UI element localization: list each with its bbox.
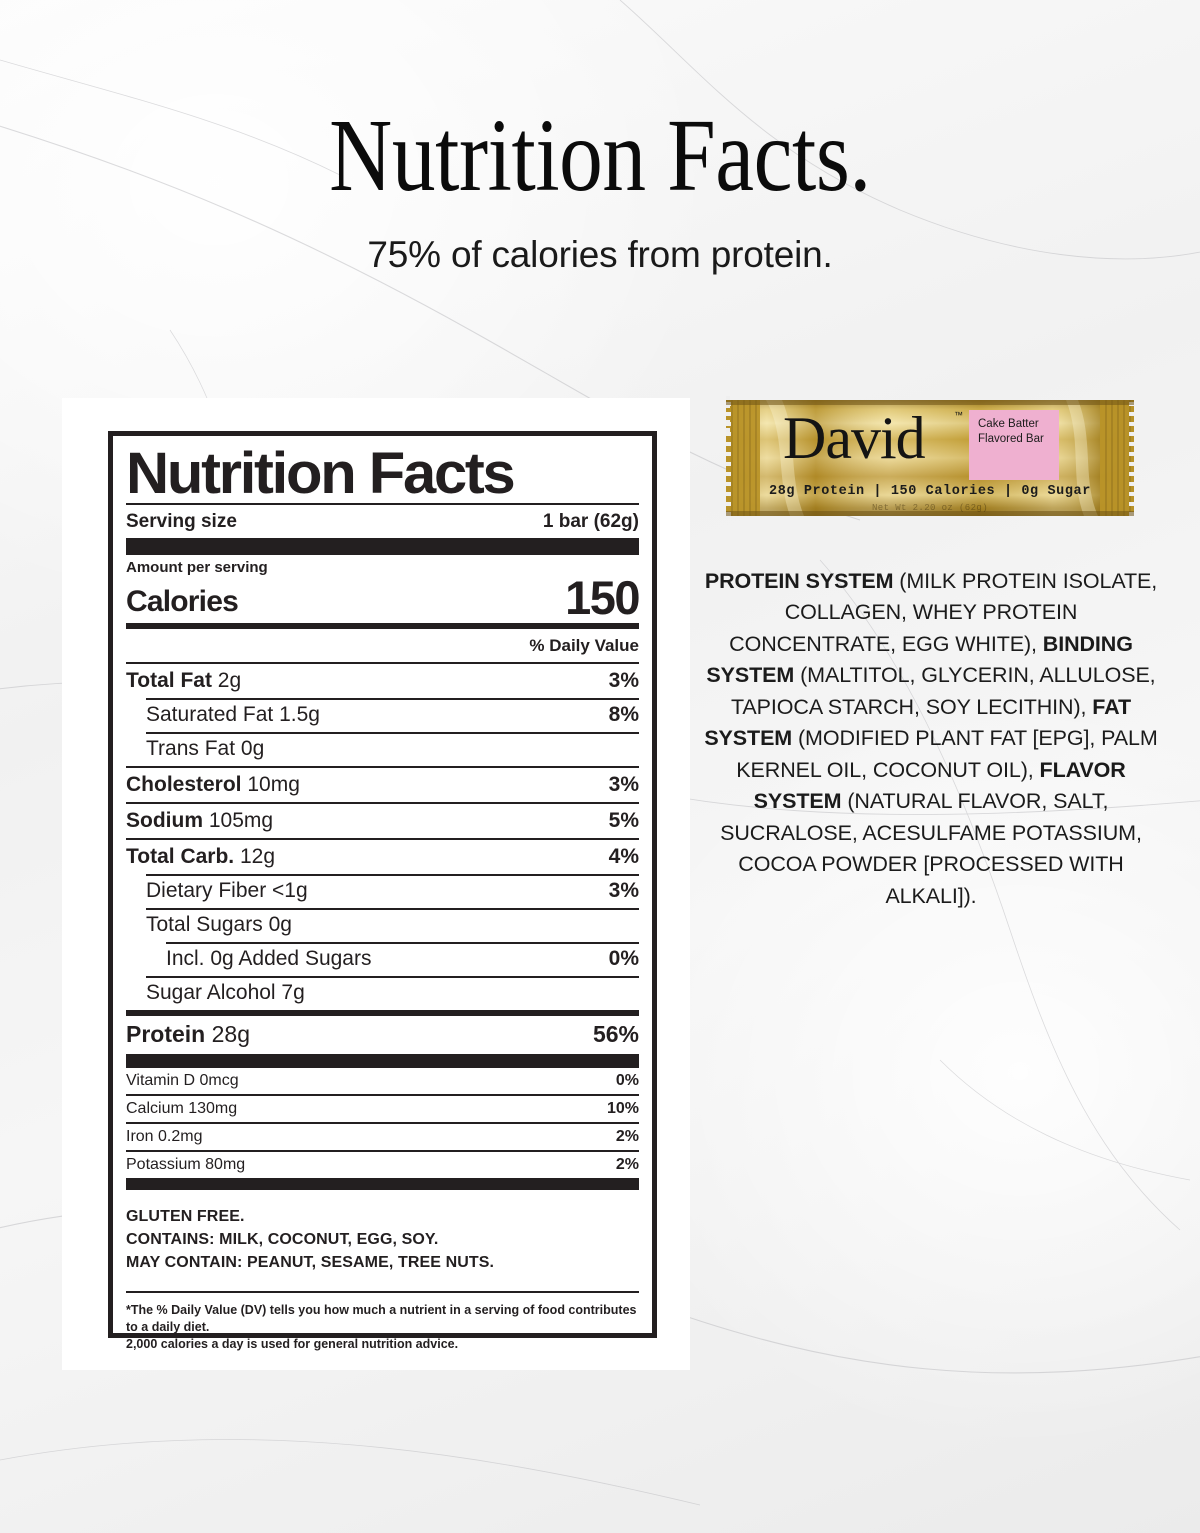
footnote-line-1: *The % Daily Value (DV) tells you how mu… [126,1302,637,1334]
nutrient-name: Cholesterol 10mg [126,773,300,797]
allergen-line: MAY CONTAIN: PEANUT, SESAME, TREE NUTS. [126,1253,495,1271]
daily-value-header: % Daily Value [529,636,639,656]
nutrition-facts-heading: Nutrition Facts [126,441,516,506]
nutrition-facts-panel: Nutrition Facts Serving size 1 bar (62g)… [108,431,657,1351]
divider-under-calories [126,623,639,630]
divider-above-footnote [126,1290,639,1293]
divider-bar-before-micros [126,1054,639,1067]
daily-value-footnote: *The % Daily Value (DV) tells you how mu… [126,1293,639,1354]
page-header: Nutrition Facts. 75% of calories from pr… [0,0,1200,276]
divider-thick-top [126,538,639,556]
page-subtitle: 75% of calories from protein. [367,234,833,275]
micronutrient-rows: Vitamin D 0mcg 0% Calcium 130mg 10% Iron 0.2… [126,1066,639,1178]
micronutrient-name: Iron 0.2mg [126,1128,203,1146]
serving-size-row: Serving size 1 bar (62g) [126,505,639,538]
nutrient-row: Sodium 105mg 5% [126,802,639,838]
bar-wrapper-graphic [726,396,1134,516]
ingredient-system-name: FLAVOR SYSTEM [753,757,1126,814]
micronutrient-daily-value: 10% [606,1100,639,1118]
allergen-statement: GLUTEN FREE. CONTAINS: MILK, COCONUT, EGG… [126,1190,639,1290]
protein-row: Protein 28g 56% [126,1010,639,1054]
nutrient-row: Total Carb. 12g 4% [126,838,639,874]
nutrient-name: Trans Fat 0g [146,737,265,761]
ingredients-list: PROTEIN SYSTEM (MILK PROTEIN ISOLATE, CO… [700,566,1162,912]
nutrient-name: Total Carb. 12g [126,845,275,869]
ingredient-text: (MODIFIED PLANT FAT [EPG], PALM KERNEL O… [736,726,1158,782]
ingredient-text: (MALTITOL, GLYCERIN, ALLULOSE, TAPIOCA S… [731,663,1156,719]
nutrient-name: Dietary Fiber <1g [146,879,308,903]
nutrient-name: Total Fat 2g [126,669,242,693]
micronutrient-daily-value: 0% [615,1072,639,1090]
ingredient-text: (MILK PROTEIN ISOLATE, COLLAGEN, WHEY PR… [729,569,1158,656]
nutrient-daily-value: 4% [608,845,639,869]
nutrient-row: Sugar Alcohol 7g [126,976,639,1010]
micronutrient-row: Calcium 130mg 10% [126,1094,639,1122]
nutrient-name: Total Sugars 0g [146,913,292,937]
nutrient-row: Dietary Fiber <1g 3% [126,874,639,908]
micronutrient-row: Potassium 80mg 2% [126,1150,639,1178]
protein-dv: 56% [592,1021,639,1048]
nutrient-daily-value: 3% [608,879,639,903]
micronutrient-row: Vitamin D 0mcg 0% [126,1066,639,1094]
ingredient-system-name: FAT SYSTEM [704,694,1131,751]
ingredient-system-name: BINDING SYSTEM [706,631,1133,688]
nutrient-row: Incl. 0g Added Sugars 0% [126,942,639,976]
nutrient-row: Cholesterol 10mg 3% [126,766,639,802]
ingredient-system-name: PROTEIN SYSTEM [704,569,894,593]
nutrient-row: Saturated Fat 1.5g 8% [126,698,639,732]
nutrient-name: Sodium 105mg [126,809,274,833]
calories-label: Calories [126,585,239,619]
micronutrient-daily-value: 2% [615,1128,639,1146]
nutrient-daily-value: 0% [608,947,639,971]
nutrient-row: Trans Fat 0g [126,732,639,766]
protein-name: Protein 28g [126,1021,250,1048]
nutrient-daily-value: 3% [608,773,639,797]
calories-value: 150 [565,571,640,625]
amount-per-serving-label: Amount per serving [126,559,268,577]
nutrient-name: Sugar Alcohol 7g [146,981,305,1005]
micronutrient-name: Calcium 130mg [126,1100,238,1118]
serving-size-value: 1 bar (62g) [542,511,639,533]
nutrient-daily-value: 3% [608,669,639,693]
allergen-line: GLUTEN FREE. [126,1208,245,1226]
calories-row: Calories 150 [126,571,640,625]
nutrient-name: Saturated Fat 1.5g [146,703,320,727]
serving-size-label: Serving size [126,511,237,533]
nutrition-label-card: Nutrition Facts Serving size 1 bar (62g)… [62,398,690,1370]
nutrient-rows: Total Fat 2g 3% Saturated Fat 1.5g 8% Trans … [126,662,639,1010]
product-bar-image: David ™ Cake Batter Flavored Bar 28g Pro… [726,396,1134,520]
page-title: Nutrition Facts. [329,98,871,213]
nutrient-daily-value: 5% [608,809,639,833]
nutrient-row: Total Fat 2g 3% [126,662,639,698]
nutrient-row: Total Sugars 0g [126,908,639,942]
footnote-line-2: 2,000 calories a day is used for general… [126,1337,459,1352]
nutrient-name: Incl. 0g Added Sugars [166,947,372,971]
micronutrient-daily-value: 2% [615,1156,639,1174]
divider-under-heading [126,503,639,506]
micronutrient-name: Potassium 80mg [126,1156,246,1174]
micronutrient-name: Vitamin D 0mcg [126,1072,239,1090]
nutrient-daily-value: 8% [608,703,639,727]
divider-bar-after-micros [126,1178,639,1191]
allergen-line: CONTAINS: MILK, COCONUT, EGG, SOY. [126,1231,439,1249]
ingredient-text: (NATURAL FLAVOR, SALT, SUCRALOSE, ACESUL… [720,789,1142,908]
micronutrient-row: Iron 0.2mg 2% [126,1122,639,1150]
